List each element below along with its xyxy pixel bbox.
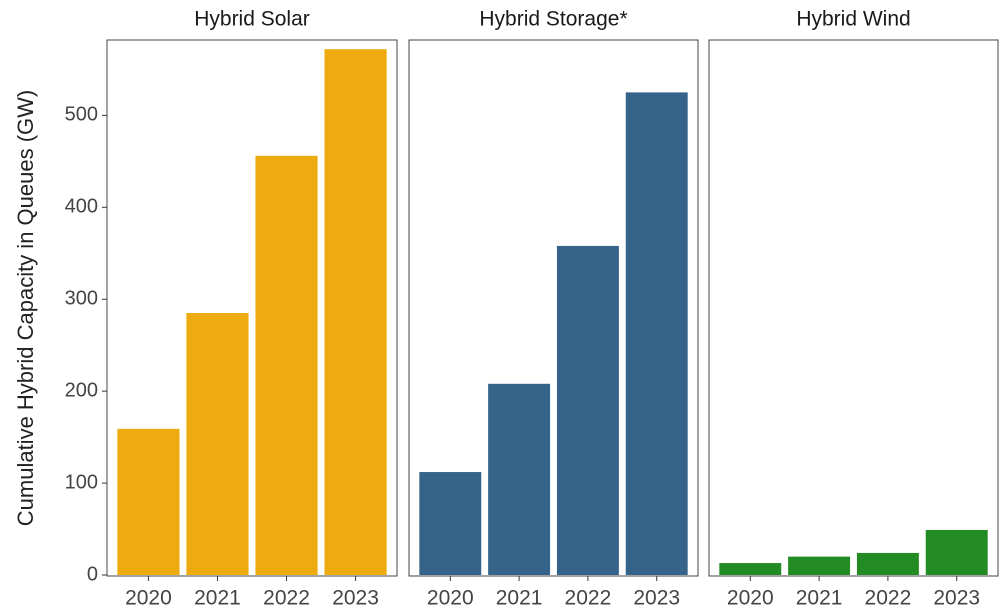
- bar: [625, 92, 688, 575]
- panel-border: [106, 39, 398, 577]
- bar: [324, 49, 387, 575]
- x-tick-label: 2021: [194, 587, 241, 610]
- bar: [419, 472, 482, 575]
- y-tick-label: 500: [65, 104, 98, 126]
- y-axis-title: Cumulative Hybrid Capacity in Queues (GW…: [13, 90, 38, 526]
- panel-border: [708, 39, 999, 577]
- y-tick-label: 0: [87, 563, 98, 585]
- x-tick-label: 2020: [125, 587, 172, 610]
- bar: [556, 245, 619, 576]
- bar: [186, 313, 249, 575]
- facet-title: Hybrid Storage*: [479, 8, 627, 31]
- facet-title: Hybrid Solar: [194, 8, 310, 31]
- bar: [117, 428, 180, 575]
- bar: [255, 155, 318, 575]
- x-tick-label: 2022: [565, 587, 612, 610]
- bar: [856, 552, 919, 575]
- bar: [719, 563, 782, 575]
- x-tick-label: 2020: [427, 587, 474, 610]
- y-tick-label: 200: [65, 379, 98, 401]
- x-tick-label: 2022: [263, 587, 310, 610]
- x-tick-label: 2021: [496, 587, 543, 610]
- y-tick-label: 300: [65, 288, 98, 310]
- panel-border: [408, 39, 699, 577]
- y-tick-label: 400: [65, 196, 98, 218]
- x-tick-label: 2023: [633, 587, 680, 610]
- x-tick-label: 2023: [332, 587, 379, 610]
- bar: [925, 529, 988, 575]
- facet-title: Hybrid Wind: [796, 8, 910, 31]
- x-tick-label: 2021: [796, 587, 843, 610]
- x-tick-label: 2023: [933, 587, 980, 610]
- bar: [788, 556, 851, 575]
- y-tick-label: 100: [65, 471, 98, 493]
- x-tick-label: 2020: [727, 587, 774, 610]
- bar: [488, 383, 551, 575]
- x-tick-label: 2022: [865, 587, 912, 610]
